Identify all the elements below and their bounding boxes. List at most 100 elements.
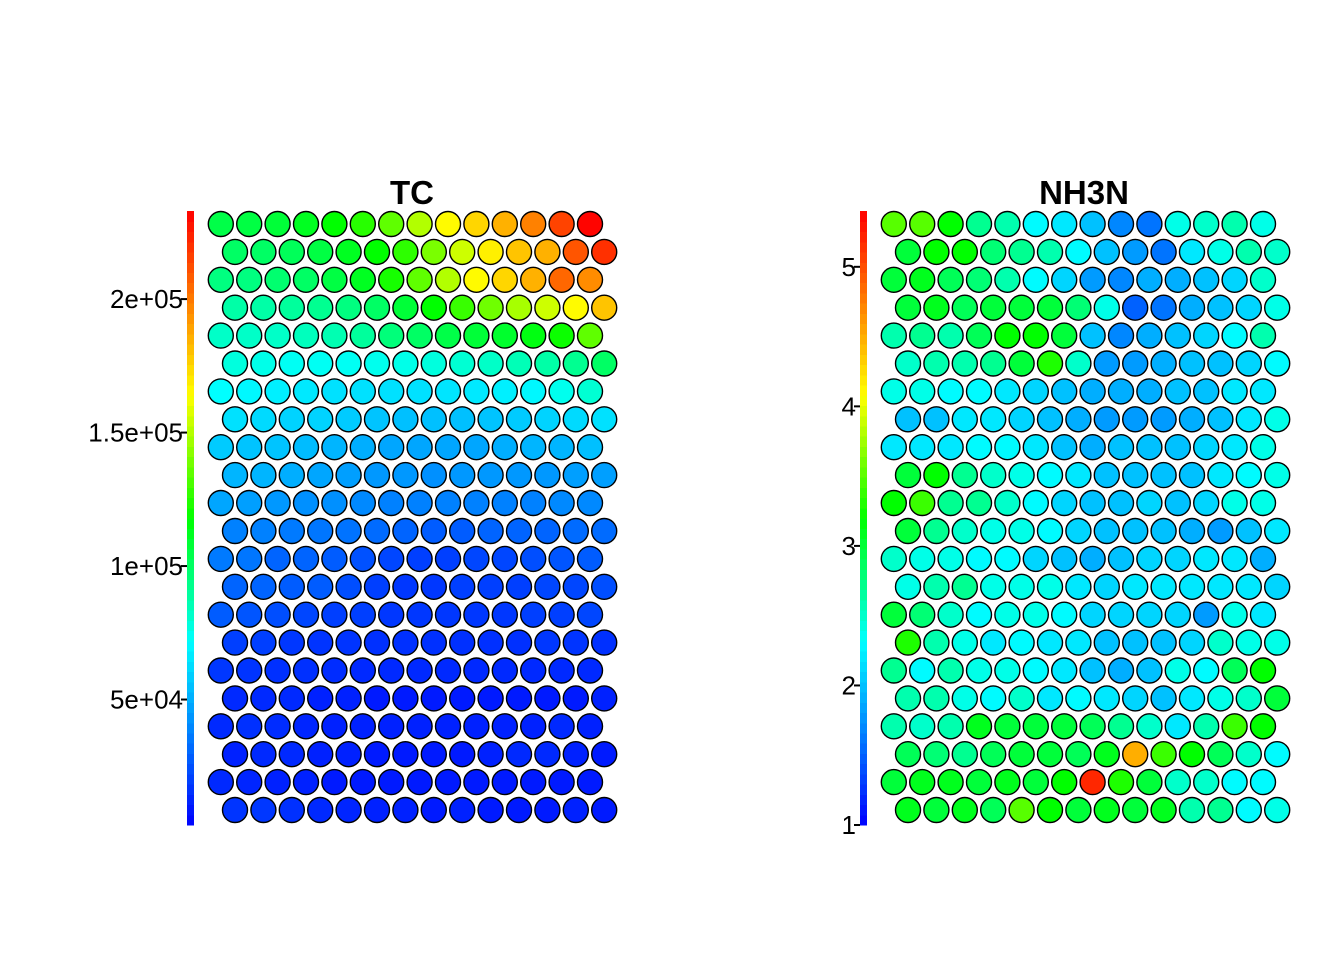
tc-unit-cell <box>576 713 604 740</box>
tc-unit-cell <box>250 350 277 377</box>
nh3n-unit-cell <box>1221 378 1248 405</box>
nh3n-unit-cell <box>1192 601 1220 628</box>
tc-unit-cell <box>378 266 405 293</box>
tc-unit-cell <box>406 713 433 740</box>
tc-unit-cell <box>378 601 405 628</box>
tc-unit-cell <box>221 629 249 656</box>
nh3n-unit-cell <box>1249 713 1277 740</box>
tc-unit-cell <box>307 461 334 489</box>
tc-unit-cell <box>534 573 561 600</box>
tc-unit-cell <box>207 378 235 405</box>
tc-unit-cell <box>349 545 376 573</box>
nh3n-unit-cell <box>909 434 936 461</box>
nh3n-unit-cell <box>965 601 993 628</box>
tc-unit-cell <box>221 685 249 712</box>
nh3n-unit-cell <box>894 238 922 266</box>
tc-unit-cell <box>363 685 391 712</box>
nh3n-colorbar-segment <box>860 211 867 222</box>
nh3n-unit-cell <box>1221 601 1248 628</box>
nh3n-unit-cell <box>1164 657 1192 684</box>
nh3n-colorbar-segment <box>860 405 867 417</box>
tc-unit-cell <box>292 266 320 293</box>
tc-unit-cell <box>434 768 462 796</box>
tc-colorbar-segment <box>187 691 194 703</box>
tc-unit-cell <box>477 517 504 545</box>
tc-unit-cell <box>505 406 533 433</box>
nh3n-colorbar-segment <box>860 558 867 570</box>
nh3n-unit-cell <box>1192 378 1220 405</box>
tc-unit-cell <box>250 741 277 768</box>
nh3n-unit-cell <box>1178 517 1206 545</box>
tc-colorbar-segment <box>187 405 194 417</box>
nh3n-unit-cell <box>880 768 907 796</box>
tc-unit-cell <box>278 406 305 433</box>
tc-unit-cell <box>505 741 533 768</box>
tc-unit-cell <box>264 489 291 517</box>
tc-unit-cell <box>477 741 504 768</box>
tc-unit-cell <box>520 713 547 740</box>
tc-unit-cell <box>363 294 391 321</box>
nh3n-unit-cell <box>1008 573 1035 600</box>
tc-unit-cell <box>392 573 419 600</box>
nh3n-colorbar-segment <box>860 282 867 294</box>
nh3n-unit-cell <box>1249 378 1277 405</box>
nh3n-unit-cell <box>1263 741 1291 768</box>
nh3n-unit-cell <box>1050 601 1078 628</box>
nh3n-unit-cell <box>1221 210 1248 238</box>
nh3n-unit-cell <box>1036 406 1064 433</box>
nh3n-unit-cell <box>980 350 1007 377</box>
tc-unit-cell <box>520 378 547 405</box>
tc-colorbar-segment <box>187 804 194 816</box>
tc-colorbar-segment <box>187 466 194 478</box>
nh3n-unit-cell <box>1263 629 1291 656</box>
tc-unit-cell <box>235 434 263 461</box>
nh3n-unit-cell <box>937 601 964 628</box>
nh3n-colorbar-segment <box>860 528 867 540</box>
tc-colorbar-segment <box>187 477 194 488</box>
nh3n-unit-cell <box>1178 629 1206 656</box>
tc-colorbar-segment <box>187 753 194 765</box>
nh3n-unit-cell <box>1121 406 1149 433</box>
nh3n-unit-cell <box>880 713 907 740</box>
nh3n-unit-cell <box>1079 378 1106 405</box>
nh3n-colorbar-segment <box>860 702 867 714</box>
nh3n-colorbar-segment <box>860 466 867 478</box>
tc-unit-cell <box>520 210 547 238</box>
tc-colorbar-segment <box>187 681 194 693</box>
tc-colorbar-segment <box>187 374 194 386</box>
nh3n-unit-cell <box>1164 545 1192 573</box>
tc-unit-cell <box>392 629 419 656</box>
nh3n-unit-cell <box>1263 406 1291 433</box>
nh3n-unit-cell <box>1107 210 1135 238</box>
nh3n-unit-cell <box>1008 796 1035 824</box>
nh3n-colorbar-segment <box>860 661 867 673</box>
nh3n-unit-cell <box>1207 238 1234 266</box>
tc-unit-cell <box>363 741 391 768</box>
tc-unit-cell <box>321 601 348 628</box>
nh3n-unit-cell <box>1221 768 1248 796</box>
nh3n-unit-cell <box>1136 545 1163 573</box>
tc-unit-cell <box>548 210 575 238</box>
nh3n-unit-cell <box>994 489 1021 517</box>
nh3n-unit-cell <box>937 378 964 405</box>
tc-unit-cell <box>406 545 433 573</box>
nh3n-colorbar-segment <box>860 784 867 795</box>
nh3n-hexagon-grid <box>880 210 1291 824</box>
tc-unit-cell <box>534 517 561 545</box>
tc-unit-cell <box>434 657 462 684</box>
nh3n-unit-cell <box>1079 545 1106 573</box>
nh3n-unit-cell <box>923 629 950 656</box>
nh3n-colorbar-segment <box>860 794 867 806</box>
nh3n-unit-cell <box>1036 238 1064 266</box>
tc-unit-cell <box>221 517 249 545</box>
tc-colorbar-segment <box>187 722 194 734</box>
nh3n-unit-cell <box>1022 322 1050 349</box>
nh3n-unit-cell <box>1235 461 1263 489</box>
tc-unit-cell <box>321 266 348 293</box>
nh3n-unit-cell <box>951 685 978 712</box>
nh3n-unit-cell <box>994 601 1021 628</box>
nh3n-unit-cell <box>894 685 922 712</box>
tc-unit-cell <box>349 601 376 628</box>
nh3n-unit-cell <box>1150 350 1177 377</box>
